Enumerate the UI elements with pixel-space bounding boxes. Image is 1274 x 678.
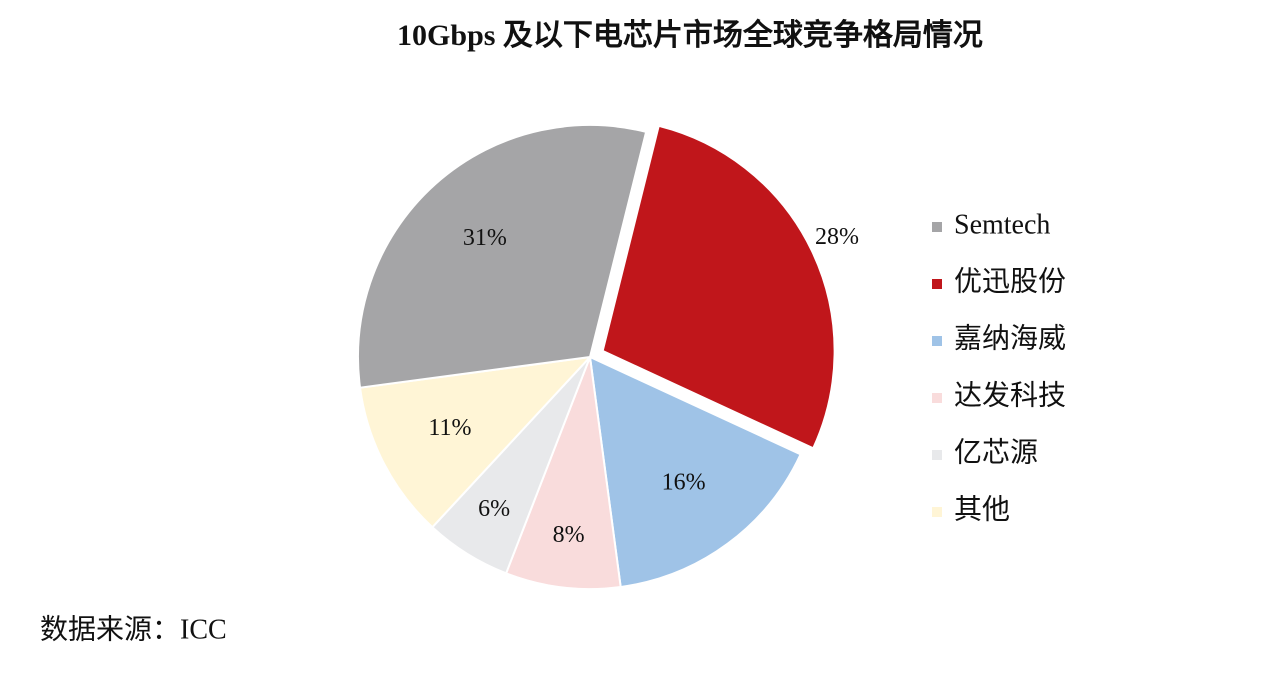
legend-swatch bbox=[932, 393, 942, 403]
pie-slice bbox=[601, 124, 836, 450]
data-label: 28% bbox=[815, 224, 859, 250]
data-label: 11% bbox=[428, 415, 471, 441]
data-label: 16% bbox=[662, 469, 706, 495]
legend-label: 优迅股份 bbox=[954, 265, 1066, 297]
legend-swatch bbox=[932, 222, 942, 232]
legend-label: Semtech bbox=[954, 209, 1050, 240]
pie-slice bbox=[588, 355, 802, 589]
data-label: 31% bbox=[463, 225, 507, 251]
legend-swatch bbox=[932, 450, 942, 460]
legend-label: 嘉纳海威 bbox=[954, 322, 1066, 354]
legend-label: 达发科技 bbox=[954, 379, 1066, 411]
source: 数据来源：ICC bbox=[40, 613, 227, 645]
data-label: 8% bbox=[553, 522, 585, 548]
legend-label: 亿芯源 bbox=[954, 436, 1038, 468]
pie-slice bbox=[358, 355, 593, 529]
legend-swatch bbox=[932, 507, 942, 517]
data-label: 6% bbox=[478, 496, 510, 522]
legend-swatch bbox=[932, 279, 942, 289]
legend-label: 其他 bbox=[954, 493, 1010, 525]
pie-slice bbox=[504, 356, 622, 590]
legend-swatch bbox=[932, 336, 942, 346]
pie-slice bbox=[357, 124, 648, 389]
chart-title: 10Gbps 及以下电芯片市场全球竞争格局情况 bbox=[397, 18, 983, 52]
